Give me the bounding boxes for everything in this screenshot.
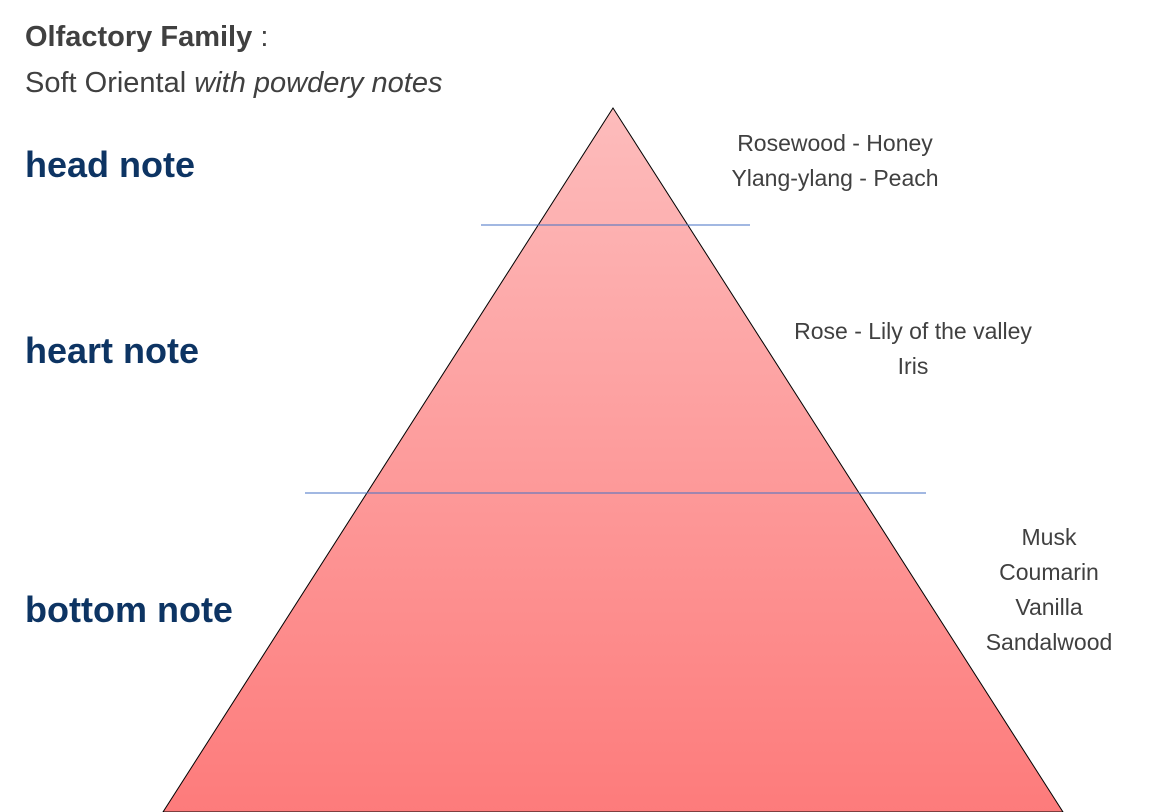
pyramid — [162, 107, 1064, 812]
family-line: Olfactory Family : — [25, 21, 268, 53]
level-label: head note — [25, 144, 195, 185]
family-value: Soft Oriental — [25, 67, 186, 99]
note: Ylang-ylang - Peach — [731, 165, 938, 191]
note: Sandalwood — [986, 629, 1113, 655]
levels: head note Rosewood - Honey Ylang-ylang - P… — [25, 130, 1112, 655]
note: Rosewood - Honey — [737, 130, 933, 156]
family-value-line: Soft Oriental with powdery notes — [25, 67, 443, 99]
level-label: bottom note — [25, 589, 233, 630]
family-qualifier: with powdery notes — [194, 67, 442, 99]
family-label: Olfactory Family — [25, 21, 252, 53]
separator: : — [260, 21, 268, 53]
note: Vanilla — [1015, 594, 1083, 620]
note: Coumarin — [999, 559, 1099, 585]
level-label: heart note — [25, 330, 199, 371]
note: Rose - Lily of the valley — [794, 318, 1032, 344]
note: Iris — [898, 353, 929, 379]
note: Musk — [1022, 524, 1077, 550]
